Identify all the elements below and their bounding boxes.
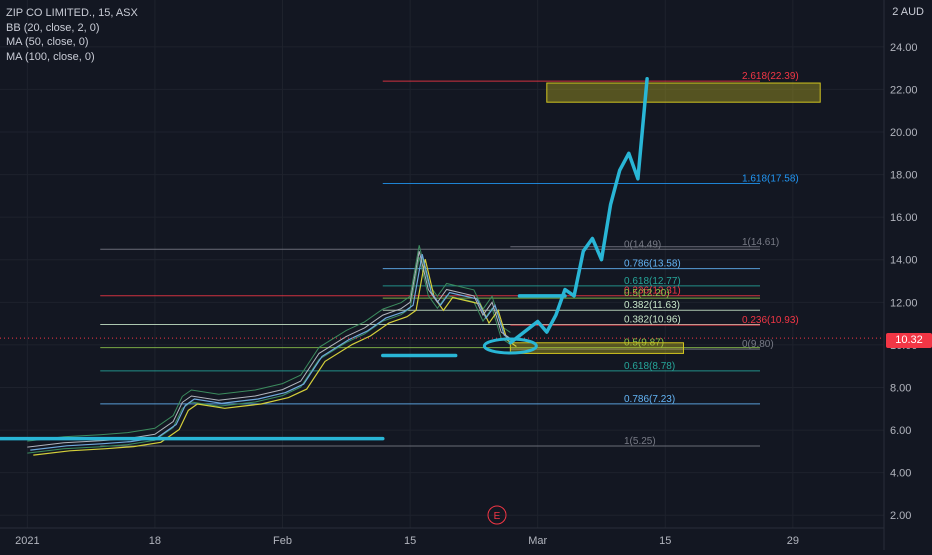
target-zone bbox=[509, 342, 685, 354]
ma100-line bbox=[30, 254, 514, 451]
y-tick-label: 18.00 bbox=[890, 170, 918, 182]
indicator-bb[interactable]: BB (20, close, 2, 0) bbox=[6, 21, 100, 34]
fib-level-label: 1(14.61) bbox=[742, 237, 779, 248]
y-tick-label: 22.00 bbox=[890, 84, 918, 96]
indicator-legend: ZIP CO LIMITED., 15, ASX BB (20, close, … bbox=[6, 6, 138, 64]
x-tick-label: 2021 bbox=[15, 535, 39, 547]
x-tick-label: 15 bbox=[404, 535, 416, 547]
y-tick-label: 8.00 bbox=[890, 382, 911, 394]
projection-path bbox=[508, 77, 649, 345]
target-zone bbox=[546, 82, 821, 103]
fib-level-label: 1(5.25) bbox=[624, 436, 656, 447]
fib-level-label: 0.786(13.58) bbox=[624, 259, 681, 270]
ma50-line bbox=[33, 259, 517, 456]
fib-level-label: 0.786(7.23) bbox=[624, 394, 675, 405]
fib-level-label: 0.236(10.93) bbox=[742, 315, 799, 326]
fib-level-label: 0.382(11.63) bbox=[624, 300, 680, 311]
y-tick-label: 12.00 bbox=[890, 297, 918, 309]
fib-level-label: 0(14.49) bbox=[624, 239, 661, 250]
bounce-circle bbox=[482, 337, 538, 355]
bollinger-upper bbox=[27, 245, 511, 442]
fib-level-label: 0.382(10.96) bbox=[624, 314, 681, 325]
indicator-ma50[interactable]: MA (50, close, 0) bbox=[6, 36, 89, 48]
y-tick-label: 14.00 bbox=[890, 255, 918, 267]
x-tick-label: 15 bbox=[659, 535, 671, 547]
y-tick-label: 24.00 bbox=[890, 42, 918, 54]
y-tick-label: 4.00 bbox=[890, 468, 911, 480]
hand-drawn-projection[interactable] bbox=[0, 77, 649, 441]
fib-level-label: 0.618(12.77) bbox=[624, 276, 681, 287]
x-tick-label: Feb bbox=[273, 535, 292, 547]
fib-level-label: 0.236(12.31) bbox=[624, 286, 681, 297]
last-price-badge: 10.32 bbox=[886, 333, 932, 348]
y-tick-label: 6.00 bbox=[890, 425, 911, 437]
fib-level-label: 0.5(12.20) bbox=[624, 288, 670, 299]
axes: 24.0022.0020.0018.0016.0014.0012.0010.00… bbox=[0, 0, 918, 550]
indicator-ma100[interactable]: MA (100, close, 0) bbox=[6, 50, 95, 63]
fib-level-label: 0.618(8.78) bbox=[624, 361, 675, 372]
symbol-title[interactable]: ZIP CO LIMITED., 15, ASX bbox=[6, 7, 138, 19]
y-tick-label: 2.00 bbox=[890, 510, 911, 522]
earnings-event[interactable]: E bbox=[487, 505, 507, 525]
fib-level-label: 2.618(22.39) bbox=[742, 71, 799, 82]
fib-level-label: 1.618(17.58) bbox=[742, 174, 799, 185]
y-tick-label: 16.00 bbox=[890, 212, 918, 224]
target-zones[interactable] bbox=[509, 82, 821, 354]
y-tick-label: 20.00 bbox=[890, 127, 918, 139]
currency-label[interactable]: 2 AUD bbox=[892, 6, 924, 18]
x-tick-label: 18 bbox=[149, 535, 161, 547]
x-tick-label: Mar bbox=[528, 535, 547, 547]
fib-level-label: 0(9.80) bbox=[742, 339, 774, 350]
earnings-event-label: E bbox=[494, 511, 501, 522]
x-tick-label: 29 bbox=[787, 535, 799, 547]
price-series bbox=[0, 245, 884, 456]
fibonacci-levels[interactable]: 2.618(22.39) 1.618(17.58) 0(14.49) 1(14.61)… bbox=[100, 71, 799, 447]
price-line bbox=[27, 251, 511, 448]
